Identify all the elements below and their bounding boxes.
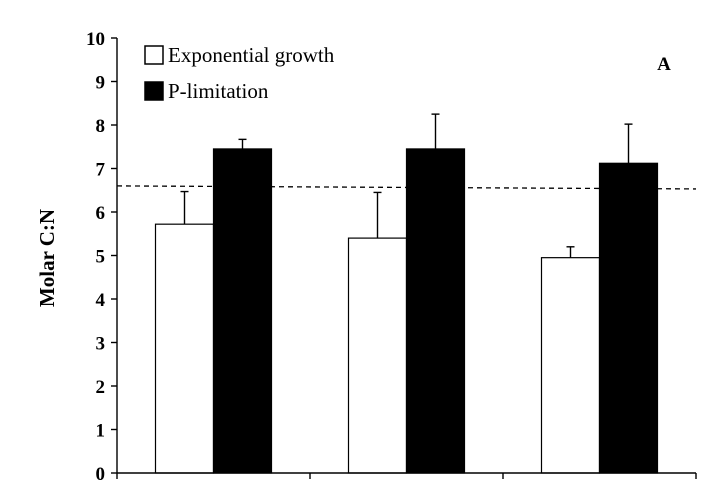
y-tick-label: 3 [96, 334, 106, 355]
y-tick-label: 1 [96, 421, 106, 442]
legend: Exponential growth P-limitation [144, 43, 335, 103]
y-tick-label: 0 [96, 464, 106, 485]
y-tick-label: 4 [96, 290, 106, 311]
y-tick-label: 2 [96, 377, 106, 398]
y-tick-label: 10 [86, 29, 105, 50]
legend-item-p-limitation: P-limitation [144, 79, 269, 103]
y-tick-label: 6 [96, 203, 106, 224]
y-tick-label: 5 [96, 247, 106, 268]
bar-exponential-growth-2 [347, 237, 408, 474]
legend-label-exponential-growth: Exponential growth [168, 43, 335, 67]
bar-p-limitation-2 [405, 148, 466, 474]
y-tick-label: 9 [96, 73, 106, 94]
legend-swatch-p-limitation [144, 81, 164, 101]
y-axis-label: Molar C:N [35, 209, 59, 307]
bar-exponential-growth-1 [154, 223, 215, 474]
y-tick-label: 7 [96, 160, 106, 181]
legend-item-exponential-growth: Exponential growth [144, 43, 335, 67]
legend-swatch-exponential-growth [144, 45, 164, 65]
reference-line [116, 185, 697, 190]
legend-label-p-limitation: P-limitation [168, 79, 269, 103]
panel-label: A [657, 54, 671, 75]
bar-p-limitation-3 [598, 162, 659, 474]
y-tick-label: 8 [96, 116, 106, 137]
bar-p-limitation-1 [212, 148, 273, 474]
bar-exponential-growth-3 [540, 257, 601, 474]
plot-area: 0 1 2 3 4 5 6 7 8 9 10 [86, 29, 697, 485]
